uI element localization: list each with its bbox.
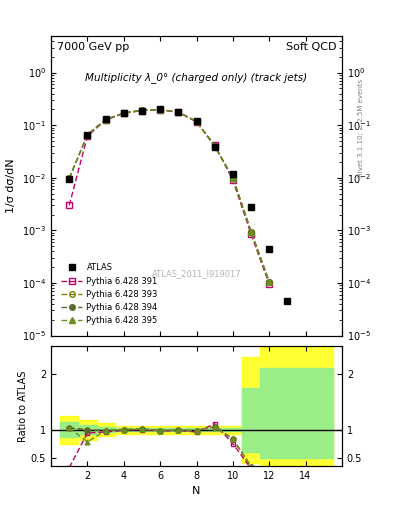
Pythia 6.428 395	[121, 110, 126, 116]
Pythia 6.428 395	[212, 143, 217, 149]
Line: ATLAS: ATLAS	[66, 106, 327, 410]
Pythia 6.428 391	[67, 202, 72, 208]
Pythia 6.428 391	[158, 107, 163, 113]
Y-axis label: Ratio to ATLAS: Ratio to ATLAS	[18, 370, 28, 442]
Y-axis label: 1/σ dσ/dN: 1/σ dσ/dN	[6, 158, 17, 213]
Pythia 6.428 393	[121, 110, 126, 116]
Pythia 6.428 395	[103, 116, 108, 122]
Pythia 6.428 394	[67, 175, 72, 181]
Pythia 6.428 393	[231, 175, 235, 181]
ATLAS	[194, 118, 199, 124]
Pythia 6.428 394	[231, 175, 235, 181]
Pythia 6.428 395	[267, 279, 272, 285]
Pythia 6.428 394	[194, 118, 199, 124]
Pythia 6.428 393	[158, 106, 163, 113]
ATLAS	[321, 403, 326, 410]
Legend: ATLAS, Pythia 6.428 391, Pythia 6.428 393, Pythia 6.428 394, Pythia 6.428 395: ATLAS, Pythia 6.428 391, Pythia 6.428 39…	[58, 260, 161, 328]
ATLAS	[231, 170, 235, 177]
Pythia 6.428 393	[67, 175, 72, 181]
Pythia 6.428 393	[194, 118, 199, 124]
Pythia 6.428 395	[176, 109, 181, 115]
Line: Pythia 6.428 393: Pythia 6.428 393	[66, 107, 272, 285]
Pythia 6.428 393	[212, 143, 217, 149]
Pythia 6.428 394	[158, 106, 163, 113]
ATLAS	[85, 132, 90, 138]
Pythia 6.428 395	[249, 228, 253, 234]
Pythia 6.428 391	[121, 110, 126, 116]
Text: Multiplicity λ_0° (charged only) (track jets): Multiplicity λ_0° (charged only) (track …	[85, 72, 308, 83]
Pythia 6.428 391	[85, 133, 90, 139]
Pythia 6.428 393	[249, 228, 253, 234]
Pythia 6.428 395	[140, 107, 144, 113]
ATLAS	[158, 106, 163, 113]
Pythia 6.428 391	[231, 177, 235, 183]
Pythia 6.428 394	[121, 110, 126, 116]
Pythia 6.428 394	[249, 228, 253, 234]
Text: ATLAS_2011_I919017: ATLAS_2011_I919017	[152, 270, 241, 279]
ATLAS	[249, 204, 253, 210]
Pythia 6.428 395	[194, 118, 199, 124]
Line: Pythia 6.428 395: Pythia 6.428 395	[66, 107, 272, 285]
X-axis label: N: N	[192, 486, 201, 496]
Pythia 6.428 391	[249, 231, 253, 237]
Text: 7000 GeV pp: 7000 GeV pp	[57, 42, 129, 52]
ATLAS	[67, 176, 72, 182]
Pythia 6.428 395	[85, 132, 90, 138]
Pythia 6.428 393	[267, 279, 272, 285]
ATLAS	[121, 110, 126, 116]
Pythia 6.428 394	[85, 132, 90, 138]
Pythia 6.428 393	[103, 116, 108, 122]
ATLAS	[212, 144, 217, 151]
Line: Pythia 6.428 391: Pythia 6.428 391	[66, 107, 272, 287]
Line: Pythia 6.428 394: Pythia 6.428 394	[66, 107, 272, 285]
Pythia 6.428 395	[231, 175, 235, 181]
Pythia 6.428 391	[212, 142, 217, 148]
ATLAS	[140, 108, 144, 114]
Pythia 6.428 395	[67, 175, 72, 181]
Pythia 6.428 394	[267, 279, 272, 285]
Pythia 6.428 391	[103, 117, 108, 123]
ATLAS	[176, 109, 181, 115]
Pythia 6.428 391	[267, 281, 272, 287]
Pythia 6.428 391	[140, 108, 144, 114]
ATLAS	[285, 298, 290, 304]
Pythia 6.428 393	[176, 109, 181, 115]
Pythia 6.428 395	[158, 106, 163, 113]
Pythia 6.428 394	[212, 143, 217, 149]
Pythia 6.428 393	[85, 132, 90, 138]
Pythia 6.428 391	[176, 109, 181, 115]
ATLAS	[267, 246, 272, 252]
Pythia 6.428 394	[103, 116, 108, 122]
Pythia 6.428 394	[140, 107, 144, 113]
Pythia 6.428 393	[140, 107, 144, 113]
Pythia 6.428 394	[176, 109, 181, 115]
Text: Soft QCD: Soft QCD	[286, 42, 336, 52]
ATLAS	[103, 116, 108, 122]
Text: Rivet 3.1.10; ≥ 2.5M events: Rivet 3.1.10; ≥ 2.5M events	[358, 79, 364, 177]
Pythia 6.428 391	[194, 119, 199, 125]
